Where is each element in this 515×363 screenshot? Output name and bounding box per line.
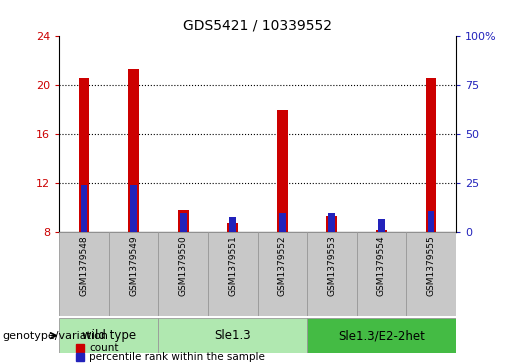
Bar <box>327 216 337 232</box>
Bar <box>277 110 288 232</box>
Bar <box>229 217 236 232</box>
Bar <box>376 230 387 232</box>
Bar <box>406 232 456 316</box>
Bar <box>378 219 385 232</box>
Bar <box>180 213 186 232</box>
Bar <box>159 232 208 316</box>
Bar <box>178 210 188 232</box>
Bar <box>427 211 435 232</box>
Text: GSM1379552: GSM1379552 <box>278 236 287 296</box>
Text: percentile rank within the sample: percentile rank within the sample <box>89 352 265 362</box>
Bar <box>307 318 456 353</box>
Bar <box>356 232 406 316</box>
Bar <box>130 185 137 232</box>
Text: Sle1.3: Sle1.3 <box>214 329 251 342</box>
Bar <box>208 232 258 316</box>
Bar <box>425 78 436 232</box>
Bar <box>307 232 356 316</box>
Text: wild type: wild type <box>82 329 136 342</box>
Text: GSM1379551: GSM1379551 <box>228 236 237 297</box>
Text: genotype/variation: genotype/variation <box>3 331 109 340</box>
Bar <box>227 223 238 232</box>
Text: GSM1379553: GSM1379553 <box>328 236 336 297</box>
Bar <box>59 318 159 353</box>
Bar <box>79 78 90 232</box>
Text: GSM1379548: GSM1379548 <box>79 236 89 296</box>
Bar <box>109 232 159 316</box>
Text: GSM1379549: GSM1379549 <box>129 236 138 296</box>
Bar <box>329 213 335 232</box>
Bar <box>279 213 286 232</box>
Text: GSM1379550: GSM1379550 <box>179 236 187 297</box>
Text: GSM1379554: GSM1379554 <box>377 236 386 296</box>
Bar <box>80 185 88 232</box>
Bar <box>59 232 109 316</box>
Title: GDS5421 / 10339552: GDS5421 / 10339552 <box>183 19 332 32</box>
Text: GSM1379555: GSM1379555 <box>426 236 436 297</box>
Text: count: count <box>89 343 118 353</box>
Bar <box>258 232 307 316</box>
Bar <box>159 318 307 353</box>
Bar <box>128 69 139 232</box>
Text: Sle1.3/E2-2het: Sle1.3/E2-2het <box>338 329 425 342</box>
